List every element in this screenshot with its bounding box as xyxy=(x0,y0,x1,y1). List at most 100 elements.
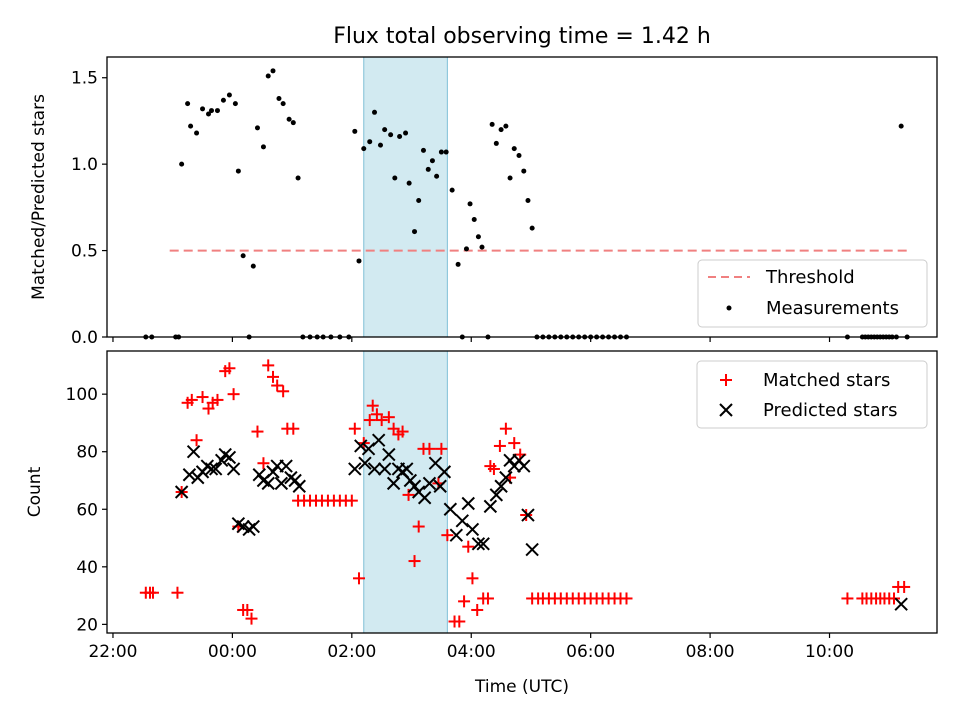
measurements-point xyxy=(286,116,292,122)
measurements-point xyxy=(377,142,383,148)
matched-stars-point xyxy=(520,509,533,522)
measurements-point xyxy=(898,123,904,129)
predicted-stars-point xyxy=(261,476,275,491)
measurements-point xyxy=(372,109,378,115)
predicted-stars-point xyxy=(279,459,293,473)
predicted-stars-point xyxy=(461,496,475,511)
predicted-stars-point xyxy=(449,528,464,542)
y-tick-label: 1.0 xyxy=(71,155,98,175)
measurements-point xyxy=(397,134,403,140)
measurements-point xyxy=(265,73,271,79)
measurements-point xyxy=(352,128,358,134)
measurements-point xyxy=(382,127,388,133)
matched-stars-point xyxy=(223,362,236,375)
measurements-point xyxy=(226,92,232,98)
predicted-stars-point xyxy=(367,462,382,476)
threshold-legend-label: Threshold xyxy=(765,267,855,288)
ratio-y-axis-label: Matched/Predicted stars xyxy=(29,94,49,300)
measurements-point xyxy=(295,175,301,181)
matched-stars-point xyxy=(251,425,264,438)
matched-stars-point xyxy=(146,586,159,599)
measurements-point xyxy=(463,246,469,252)
x-tick-label: 04:00 xyxy=(447,642,496,662)
measurements-point xyxy=(208,108,214,114)
y-tick-label: 0.0 xyxy=(71,328,98,348)
matched-stars-point xyxy=(375,414,388,427)
predicted-stars-point xyxy=(437,465,452,479)
predicted-stars-point xyxy=(422,476,437,491)
predicted-stars-point xyxy=(483,499,498,514)
matched-stars-point xyxy=(471,603,484,616)
measurements-point xyxy=(214,108,220,114)
measurements-point xyxy=(250,263,256,269)
predicted-stars-point xyxy=(186,445,201,459)
predicted-stars-point xyxy=(894,597,908,611)
measurements-point xyxy=(516,153,522,159)
measurements-point xyxy=(521,168,527,174)
ratio-y-axis: 0.0 0.5 1.0 1.5 xyxy=(71,69,107,348)
predicted-stars-point xyxy=(288,473,302,488)
measurements-point xyxy=(260,144,266,150)
predicted-stars-point xyxy=(521,508,535,522)
ratio-legend: Threshold Measurements xyxy=(697,259,928,328)
predicted-stars-point xyxy=(386,476,401,491)
predicted-stars-point xyxy=(494,479,508,493)
predicted-stars-point xyxy=(361,442,376,456)
x-tick-label: 10:00 xyxy=(805,642,854,662)
predicted-stars-point xyxy=(226,462,241,476)
measurements-point xyxy=(438,149,444,155)
measurements-point xyxy=(185,101,191,107)
matched-stars-point xyxy=(277,385,290,398)
predicted-stars-point xyxy=(471,537,486,551)
matched-stars-point xyxy=(508,437,521,450)
matched-stars-point xyxy=(190,434,203,447)
x-tick-label: 22:00 xyxy=(88,642,137,662)
matched-stars-point xyxy=(487,462,500,475)
count-y-axis: 20 40 60 80 100 xyxy=(66,385,107,635)
predicted-stars-point xyxy=(443,502,458,516)
matched-stars-point xyxy=(227,388,240,401)
matched-stars-point xyxy=(241,603,254,616)
predicted-stars-point xyxy=(403,473,418,488)
count-legend-box xyxy=(696,360,928,429)
predicted-stars-point xyxy=(489,488,504,502)
matched-stars-point xyxy=(435,442,448,455)
measurements-point xyxy=(188,123,194,129)
measurements-point xyxy=(356,258,362,264)
ratio-legend-box xyxy=(697,259,928,328)
measurements-point xyxy=(449,187,455,193)
predicted-stars-point xyxy=(204,462,219,476)
count-x-axis: 22:00 00:00 02:00 04:00 06:00 08:00 10:00 xyxy=(88,633,854,662)
matched-stars-point xyxy=(257,457,270,470)
y-tick-label: 20 xyxy=(76,615,98,635)
measurements-point xyxy=(179,161,185,167)
matched-stars-point xyxy=(396,425,409,438)
measurements-point xyxy=(388,132,394,138)
matched-stars-point xyxy=(412,520,425,533)
predicted-stars-point xyxy=(517,459,531,473)
matched-stars-point xyxy=(493,439,506,452)
matched-stars-legend-label: Matched stars xyxy=(763,370,890,391)
matched-stars-legend-swatch xyxy=(720,374,732,386)
predicted-stars-point xyxy=(208,462,223,476)
ratio-panel-highlight-span xyxy=(363,56,448,338)
predicted-stars-point xyxy=(417,491,432,505)
matched-stars-point xyxy=(287,422,300,435)
predicted-stars-point xyxy=(433,479,447,493)
matched-stars-point xyxy=(408,555,421,568)
measurements-point xyxy=(434,173,440,179)
predicted-stars-point xyxy=(246,519,261,534)
measurements-point xyxy=(498,127,504,133)
measurements-point xyxy=(276,95,282,101)
measurements-point xyxy=(493,140,499,146)
measurements-point xyxy=(392,175,398,181)
measurements-point xyxy=(429,158,435,164)
predicted-stars-point xyxy=(525,542,539,557)
matched-stars-point xyxy=(196,391,209,404)
predicted-stars-point xyxy=(465,522,480,537)
measurements-point xyxy=(361,146,367,152)
predicted-stars-point xyxy=(407,479,422,493)
chart-title: Flux total observing time = 1.42 h xyxy=(333,24,711,49)
matched-stars-point xyxy=(466,572,479,585)
